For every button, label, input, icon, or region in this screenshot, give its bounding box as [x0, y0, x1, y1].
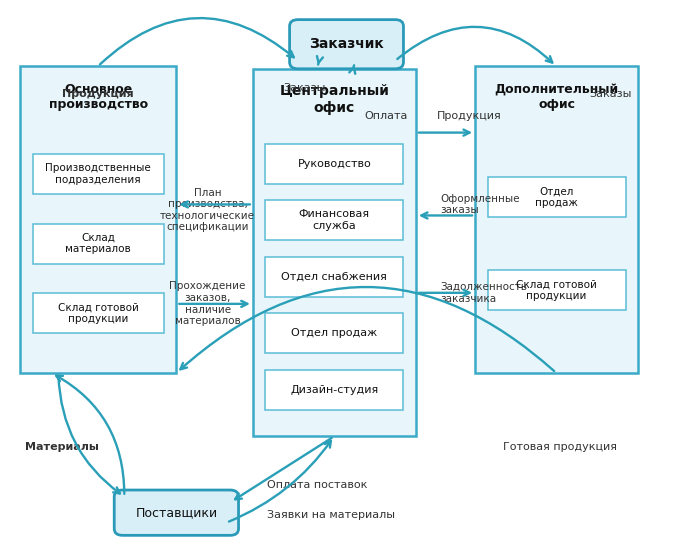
Text: Склад готовой
продукции: Склад готовой продукции [58, 302, 139, 324]
Text: Основное
производство: Основное производство [49, 83, 148, 110]
Text: Заказы: Заказы [589, 89, 631, 99]
Text: Заказчик: Заказчик [309, 37, 384, 51]
Text: Прохождение
заказов,
наличие
материалов: Прохождение заказов, наличие материалов [169, 281, 246, 326]
Text: Продукция: Продукция [62, 89, 134, 99]
FancyBboxPatch shape [253, 69, 416, 436]
Text: Оплата: Оплата [364, 111, 407, 121]
FancyBboxPatch shape [265, 370, 403, 410]
Text: План
производства,
технологические
спецификации: План производства, технологические специ… [160, 187, 255, 232]
Text: Руководство: Руководство [298, 158, 371, 169]
FancyBboxPatch shape [33, 294, 164, 333]
Text: Финансовая
служба: Финансовая служба [299, 209, 370, 231]
FancyBboxPatch shape [487, 270, 626, 310]
Text: Отдел
продаж: Отдел продаж [536, 186, 578, 208]
Text: Материалы: Материалы [25, 442, 99, 453]
FancyBboxPatch shape [290, 20, 403, 69]
Text: Дополнительный
офис: Дополнительный офис [494, 83, 619, 110]
FancyBboxPatch shape [265, 144, 403, 184]
FancyBboxPatch shape [265, 314, 403, 353]
FancyBboxPatch shape [265, 200, 403, 240]
FancyBboxPatch shape [487, 177, 626, 217]
Text: Производственные
подразделения: Производственные подразделения [46, 163, 151, 185]
Text: Заявки на материалы: Заявки на материалы [267, 511, 395, 521]
FancyBboxPatch shape [20, 66, 176, 373]
Text: Склад готовой
продукции: Склад готовой продукции [516, 279, 597, 301]
FancyBboxPatch shape [265, 257, 403, 297]
FancyBboxPatch shape [33, 154, 164, 194]
Text: Дизайн-студия: Дизайн-студия [290, 385, 379, 395]
Text: Продукция: Продукция [437, 111, 502, 121]
Text: Задолженность
заказчика: Задолженность заказчика [440, 282, 527, 304]
Text: Оплата поставок: Оплата поставок [267, 479, 367, 489]
Text: Отдел продаж: Отдел продаж [291, 328, 377, 338]
Text: Оформленные
заказы: Оформленные заказы [440, 194, 520, 215]
Text: Центральный
офис: Центральный офис [279, 84, 389, 114]
Text: Отдел снабжения: Отдел снабжения [281, 272, 387, 282]
Text: Готовая продукция: Готовая продукция [503, 442, 617, 453]
Text: Склад
материалов: Склад материалов [65, 233, 131, 254]
FancyBboxPatch shape [33, 224, 164, 263]
FancyBboxPatch shape [114, 490, 239, 535]
Text: Поставщики: Поставщики [135, 506, 218, 519]
Text: Заказы: Заказы [284, 83, 326, 93]
FancyBboxPatch shape [475, 66, 638, 373]
